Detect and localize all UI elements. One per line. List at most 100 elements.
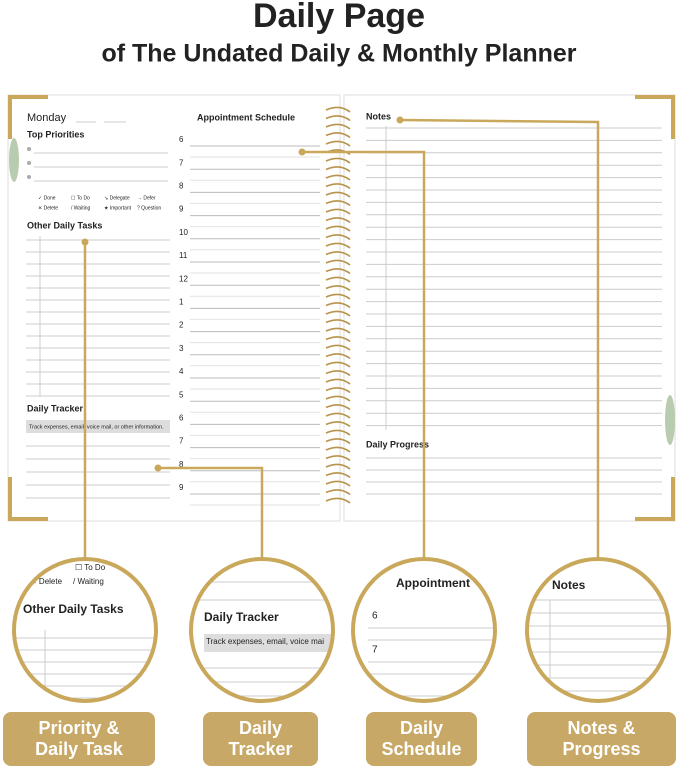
zoom-text: ☐ To Do [75,563,106,572]
legend-item: → Defer [137,195,156,201]
legend-item: ✕ Delete [38,205,58,211]
bullet [27,161,31,165]
hour-label: 6 [179,414,184,423]
hour-label: 2 [179,321,184,330]
callout-box [366,712,477,766]
hour-label: 10 [179,228,188,237]
hour-label: 7 [179,437,184,446]
spiral-ring [325,234,351,241]
spiral-ring [325,455,351,462]
spiral-ring [325,472,351,479]
hour-label: 3 [179,344,184,353]
tracker-band [204,634,332,652]
hour-label: 8 [179,182,184,191]
spiral-ring [325,480,351,487]
spiral-ring [325,251,351,258]
leader-dot [81,238,89,246]
spiral-ring [325,489,351,496]
callout-label: Priority & [38,718,119,738]
zoom-ring [351,557,497,703]
zoom-bg [15,560,155,700]
zoom-bg [354,560,494,700]
day-label: Monday [27,112,67,124]
zoom-text: Notes [552,578,586,592]
spiral-ring [325,285,351,292]
spiral-ring [325,242,351,249]
spiral-ring [325,361,351,368]
callout-label: Notes & [567,718,635,738]
leader-dot [154,464,162,472]
zoom-bg [528,560,668,700]
zoom-text: Appointment [396,576,470,590]
schedule-column [175,103,323,515]
spiral-ring [325,268,351,275]
spiral-ring [325,123,351,130]
hour-label: 12 [179,274,188,283]
callout-label: Tracker [228,739,292,759]
spiral-ring [325,217,351,224]
spiral-ring [325,412,351,419]
callout-label: Daily Task [35,739,124,759]
spiral-ring [325,327,351,334]
spiral-ring [325,166,351,173]
spiral-ring [325,106,351,113]
leader-dot [396,116,404,124]
zoom-circle: Appointment 6 7 [354,560,494,700]
spiral-ring [325,429,351,436]
leader-dot [298,148,306,156]
subtitle: of The Undated Daily & Monthly Planner [101,40,576,68]
spiral-ring [325,336,351,343]
zoom-text: Other Daily Tasks [23,602,124,616]
hour-label: 9 [179,205,184,214]
section-heading: Other Daily Tasks [27,220,102,230]
callout-label: Schedule [381,739,461,759]
zoom-ring [525,557,671,703]
legend-item: ★ Important [104,205,132,211]
spiral-ring [325,183,351,190]
spiral-ring [325,310,351,317]
section-heading: Notes [366,111,391,121]
spiral-ring [325,404,351,411]
zoom-circle: Daily Tracker Track expenses, email, voic… [192,560,332,700]
hour-label: 5 [179,390,184,399]
bullet [27,175,31,179]
legend-item: ☐ To Do [71,195,90,201]
left-column [22,103,172,515]
spiral-ring [325,115,351,122]
spiral-ring [325,276,351,283]
legend-item: ? Question [137,205,161,211]
zoom-ring [12,557,158,703]
spiral-ring [325,438,351,445]
spiral-ring [325,191,351,198]
spiral-ring [325,208,351,215]
legend-item: ↘ Delegate [104,195,130,201]
callout-box [3,712,155,766]
zoom-text: 6 [372,611,378,622]
spiral-ring [325,370,351,377]
spiral-ring [325,259,351,266]
callout-label: Progress [562,739,640,759]
callout-label: Daily [239,718,282,738]
section-heading: Daily Progress [366,439,429,449]
legend-item: / Waiting [71,205,90,211]
tracker-band [26,420,170,433]
spiral-ring [325,132,351,139]
spiral-ring [325,353,351,360]
spiral-ring [325,387,351,394]
title: Daily Page [253,0,425,35]
spiral-ring [325,344,351,351]
spiral-ring [325,497,351,504]
zoom-text: / Waiting [73,577,104,586]
hour-label: 7 [179,158,184,167]
spiral-ring [325,446,351,453]
hour-label: 1 [179,298,184,307]
hour-label: 8 [179,460,184,469]
spiral-ring [325,157,351,164]
legend-item: ✓ Done [38,195,56,201]
spiral-ring [325,293,351,300]
hour-label: 6 [179,135,184,144]
spiral-ring [325,463,351,470]
callout-box [203,712,318,766]
leader-line [399,118,600,558]
spiral-ring [325,395,351,402]
